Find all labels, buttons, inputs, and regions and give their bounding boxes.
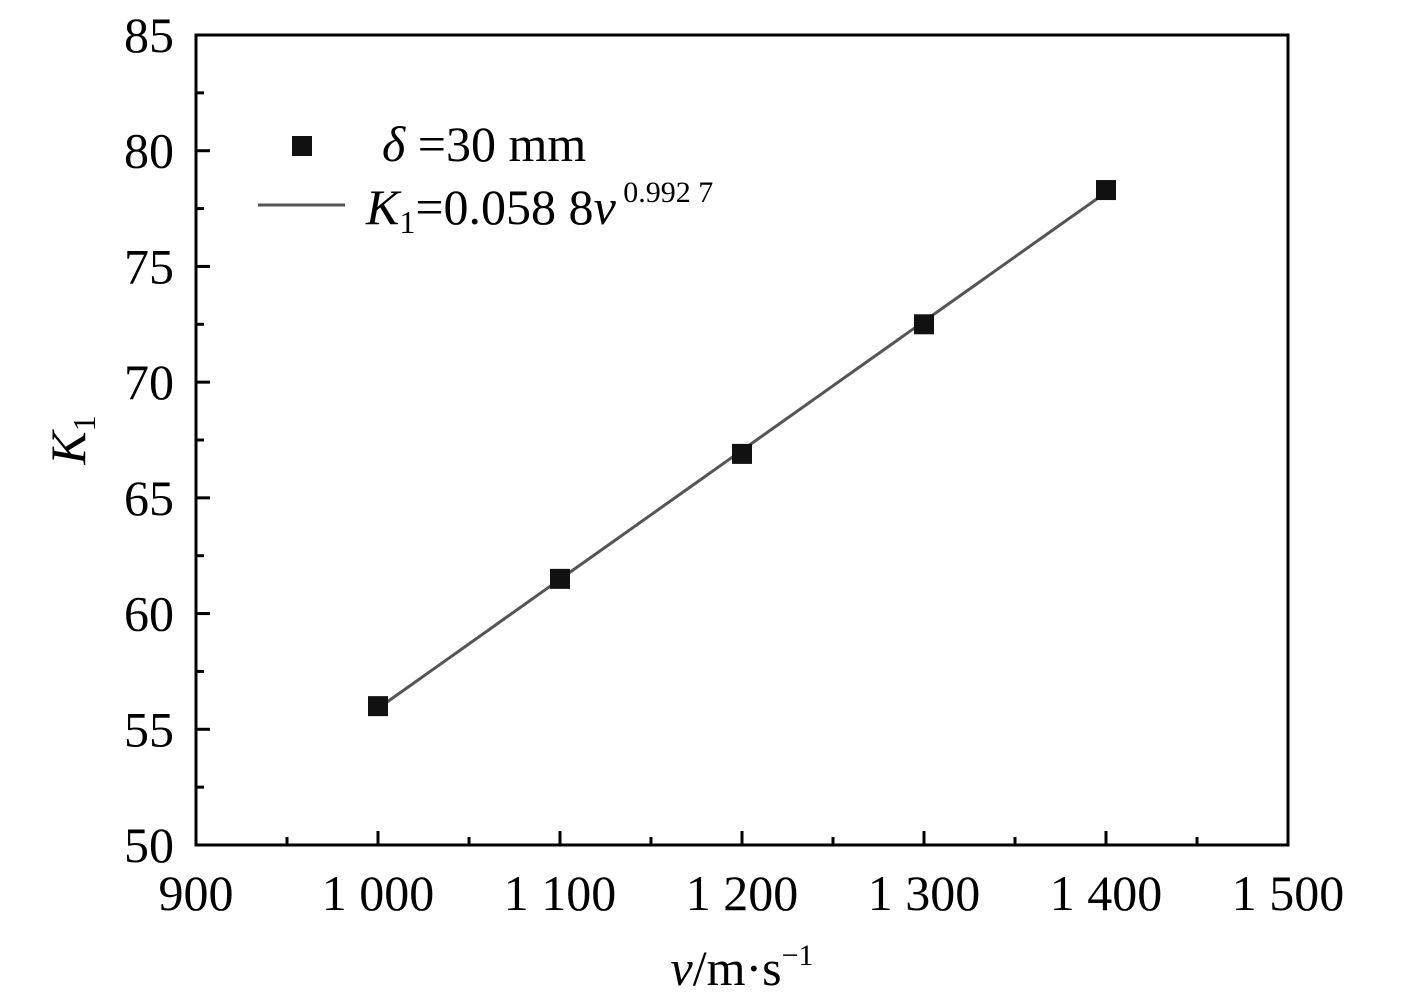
legend-scatter-label: δ =30 mm — [382, 116, 586, 172]
plot-area-frame — [194, 33, 1290, 847]
x-tick-label: 1 300 — [868, 865, 981, 921]
data-markers — [368, 180, 1116, 717]
y-tick-label: 75 — [124, 238, 174, 294]
x-tick-label: 900 — [159, 865, 234, 921]
data-point — [550, 568, 570, 589]
x-tick-label: 1 500 — [1232, 865, 1345, 921]
x-tick-label: 1 200 — [686, 865, 799, 921]
y-tick-label: 80 — [124, 123, 174, 179]
y-tick-label: 65 — [124, 470, 174, 526]
legend-fit-label: K1=0.058 8v 0.992 7 — [365, 176, 713, 240]
data-point — [368, 696, 388, 717]
data-point — [1096, 180, 1116, 201]
y-axis-title: K1 — [40, 415, 102, 465]
y-tick-label: 85 — [124, 7, 174, 63]
x-axis-tick-labels: 900 1 000 1 100 1 200 1 300 1 400 1 500 — [159, 865, 1345, 921]
y-axis-ticks — [196, 91, 210, 789]
x-tick-label: 1 400 — [1050, 865, 1163, 921]
x-axis-title: v/m·s−1 — [670, 939, 813, 996]
x-axis-ticks — [285, 831, 1199, 845]
y-tick-label: 55 — [124, 701, 174, 757]
x-tick-label: 1 100 — [504, 865, 617, 921]
y-axis-tick-labels: 50 55 60 65 70 75 80 85 — [124, 7, 174, 873]
data-point — [914, 314, 934, 335]
legend-scatter-marker — [292, 136, 312, 156]
y-tick-label: 60 — [124, 586, 174, 642]
legend: δ =30 mm K1=0.058 8v 0.992 7 — [258, 116, 713, 240]
y-tick-label: 70 — [124, 354, 174, 410]
x-tick-label: 1 000 — [322, 865, 435, 921]
y-tick-label: 50 — [124, 817, 174, 873]
data-point — [732, 443, 752, 464]
